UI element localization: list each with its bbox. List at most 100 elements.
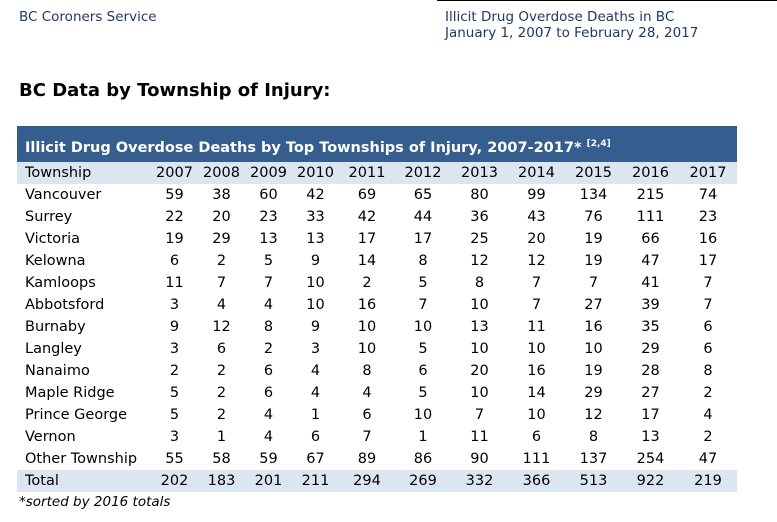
cell-value: 6 (169, 253, 180, 269)
cell-value: 14 (357, 253, 377, 269)
cell-value: 6 (531, 429, 542, 445)
cell-value: 2012 (395, 162, 451, 184)
cell-value: 19 (584, 363, 603, 379)
cell-value: 202 (151, 470, 198, 492)
cell-value: 3 (169, 341, 180, 357)
cell-value: 12 (470, 253, 489, 269)
cell-value: 65 (413, 187, 433, 203)
cell-value: 5 (263, 253, 274, 269)
cell-value: 2 (703, 385, 713, 401)
cell-value: 8 (418, 253, 428, 269)
cell-value: 2 (263, 341, 274, 357)
cell-value: 134 (579, 187, 608, 203)
cell-value: 69 (357, 187, 377, 203)
cell-value: 14 (527, 385, 546, 401)
cell-value: 922 (622, 470, 679, 492)
cell-value: 2009 (245, 162, 292, 184)
cell-value: 2 (703, 429, 713, 445)
cell-value: 2015 (565, 162, 622, 184)
cell-value: 74 (698, 187, 718, 203)
cell-value: 29 (641, 341, 660, 357)
row-label: Township (17, 162, 151, 184)
cell-value: 215 (636, 187, 665, 203)
cell-value: 10 (357, 319, 377, 335)
row-label: Victoria (25, 231, 81, 247)
table-total-row: Total 202 183 201 211 294 269 332 366 513 922 219 (17, 470, 737, 492)
cell-value: 3 (310, 341, 321, 357)
cell-value: 11 (470, 429, 489, 445)
cell-value: 2 (216, 407, 227, 423)
cell-value: 38 (212, 187, 231, 203)
cell-value: 11 (527, 319, 546, 335)
cell-value: 47 (698, 451, 718, 467)
cell-value: 2014 (508, 162, 565, 184)
cell-value: 10 (527, 407, 546, 423)
cell-value: 36 (470, 209, 489, 225)
row-label: Nanaimo (25, 363, 90, 379)
cell-value: 6 (263, 385, 274, 401)
cell-value: 60 (259, 187, 278, 203)
cell-value: 4 (310, 385, 321, 401)
cell-value: 2017 (679, 162, 737, 184)
cell-value: 2 (216, 363, 227, 379)
cell-value: 16 (527, 363, 546, 379)
cell-value: 2013 (451, 162, 508, 184)
cell-value: 13 (259, 231, 278, 247)
cell-value: 513 (565, 470, 622, 492)
cell-value: 11 (165, 275, 184, 291)
cell-value: 13 (306, 231, 325, 247)
cell-value: 9 (310, 253, 321, 269)
cell-value: 17 (698, 253, 718, 269)
cell-value: 89 (357, 451, 377, 467)
table-row: Prince George 5 2 4 1 6 10 7 10 12 17 4 (17, 404, 737, 426)
cell-value: 27 (584, 297, 603, 313)
table-title: Illicit Drug Overdose Deaths by Top Town… (17, 126, 737, 162)
cell-value: 22 (165, 209, 184, 225)
row-label: Prince George (25, 407, 128, 423)
table-row: Langley 3 6 2 3 10 5 10 10 10 29 6 (17, 338, 737, 360)
cell-value: 294 (339, 470, 395, 492)
cell-value: 7 (216, 275, 227, 291)
cell-value: 10 (470, 341, 489, 357)
row-label: Surrey (25, 209, 73, 225)
table-title-reference: [2,4] (586, 139, 611, 149)
cell-value: 183 (198, 470, 245, 492)
cell-value: 16 (698, 231, 718, 247)
table-body: Township 2007 2008 2009 2010 2011 2012 2013 2014… (17, 162, 737, 492)
cell-value: 10 (357, 341, 377, 357)
table-row: Nanaimo 2 2 6 4 8 6 20 16 19 28 8 (17, 360, 737, 382)
cell-value: 4 (263, 297, 274, 313)
cell-value: 27 (641, 385, 660, 401)
cell-value: 6 (703, 319, 713, 335)
cell-value: 4 (216, 297, 227, 313)
cell-value: 19 (584, 231, 603, 247)
table-header-row: Township 2007 2008 2009 2010 2011 2012 2013 2014… (17, 162, 737, 184)
cell-value: 20 (470, 363, 489, 379)
row-label: Abbotsford (25, 297, 105, 313)
cell-value: 8 (263, 319, 274, 335)
cell-value: 42 (357, 209, 377, 225)
cell-value: 10 (527, 341, 546, 357)
cell-value: 9 (169, 319, 180, 335)
cell-value: 4 (362, 385, 372, 401)
cell-value: 6 (418, 363, 428, 379)
cell-value: 10 (413, 407, 433, 423)
cell-value: 219 (679, 470, 737, 492)
cell-value: 4 (263, 429, 274, 445)
section-title: BC Data by Township of Injury: (19, 80, 331, 101)
cell-value: 10 (306, 297, 325, 313)
cell-value: 10 (470, 297, 489, 313)
cell-value: 2 (169, 363, 180, 379)
row-label: Vernon (25, 429, 76, 445)
row-label: Vancouver (25, 187, 102, 203)
table-row: Vernon 3 1 4 6 7 1 11 6 8 13 2 (17, 426, 737, 448)
cell-value: 13 (641, 429, 660, 445)
cell-value: 1 (310, 407, 321, 423)
table-row: Surrey 22 20 23 33 42 44 36 43 76 111 23 (17, 206, 737, 228)
cell-value: 5 (418, 275, 428, 291)
cell-value: 8 (362, 363, 372, 379)
cell-value: 111 (636, 209, 665, 225)
table-row: Abbotsford 3 4 4 10 16 7 10 7 27 39 7 (17, 294, 737, 316)
cell-value: 5 (169, 385, 180, 401)
cell-value: 39 (641, 297, 660, 313)
